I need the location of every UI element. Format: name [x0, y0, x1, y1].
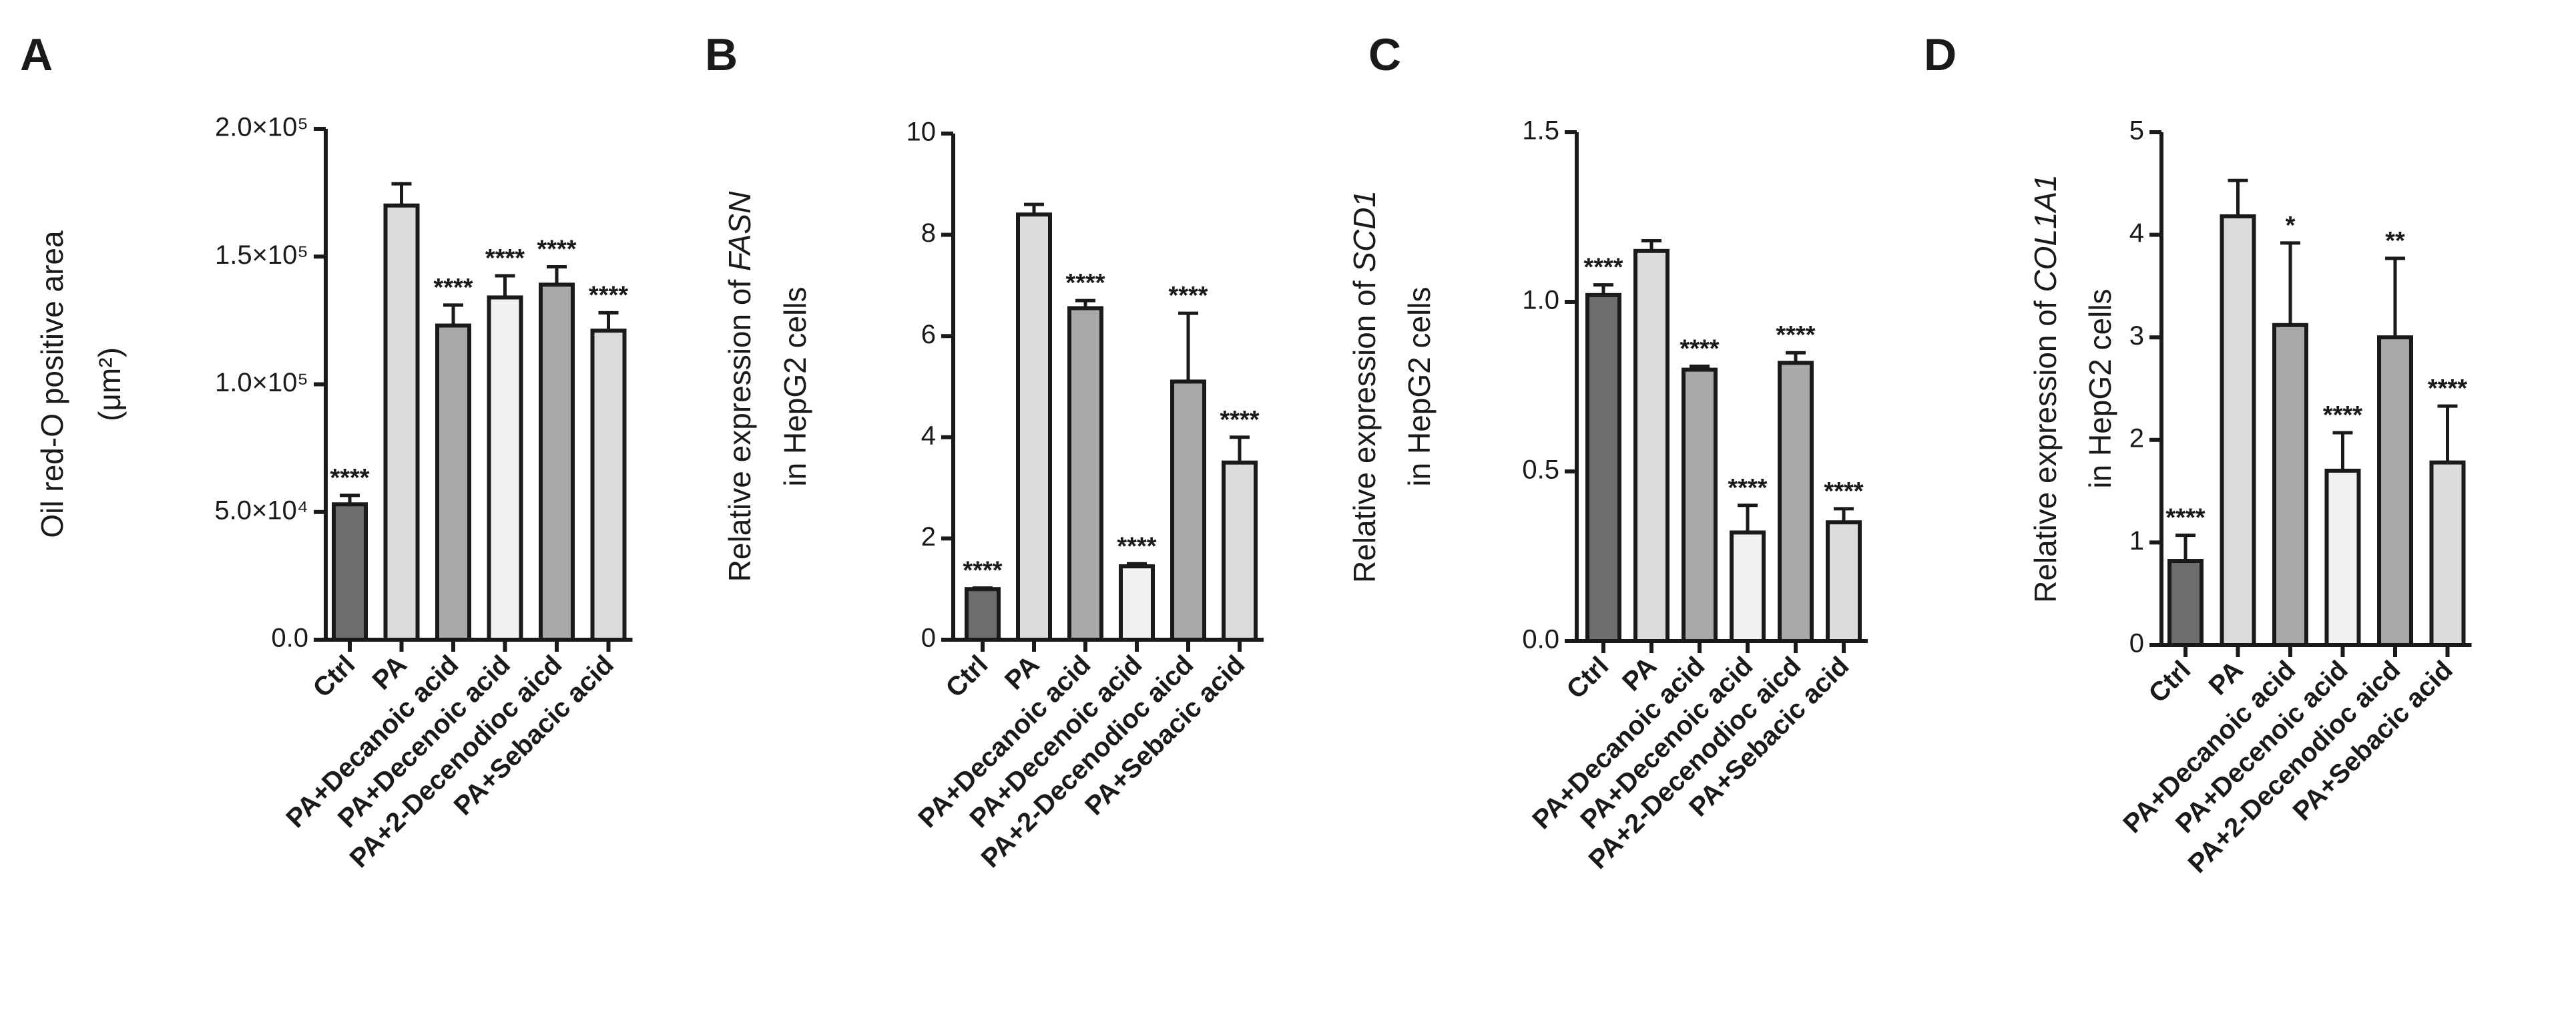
panel-b: B Relative expression of FASN in HepG2 cel…: [705, 29, 1264, 873]
bar: [1826, 520, 1862, 644]
significance-label: ****: [330, 464, 369, 492]
bar: [1682, 367, 1718, 643]
significance-label: ****: [1824, 477, 1863, 505]
y-tick-label: 0.0: [271, 624, 308, 653]
y-axis-title-line2: in HepG2 cells: [1402, 286, 1437, 486]
significance-label: ****: [485, 244, 525, 272]
y-tick-label: 6: [921, 320, 936, 349]
panel-letter: A: [20, 29, 53, 80]
bar: [1633, 248, 1669, 643]
bar: [1016, 212, 1052, 642]
significance-label: ****: [2323, 401, 2362, 429]
bar: [332, 502, 368, 642]
significance-label: ****: [2428, 375, 2467, 403]
x-tick-label: Ctrl: [2143, 655, 2197, 708]
y-tick-label: 1: [2129, 526, 2144, 556]
significance-label: ****: [1220, 406, 1259, 434]
panel-c: C Relative expression of SCD1 in HepG2 cel…: [1347, 29, 1868, 875]
bar: [1222, 460, 1258, 642]
y-tick-label: 1.0: [1522, 286, 1559, 315]
significance-label: **: [2385, 227, 2405, 255]
y-tick-label: 0: [2129, 629, 2144, 658]
bar: [435, 323, 471, 642]
y-tick-label: 3: [2129, 321, 2144, 351]
y-tick-label: 0: [921, 624, 936, 653]
bar: [2377, 335, 2413, 647]
y-tick-label: 2.0×10⁵: [215, 113, 308, 142]
bar: [2324, 468, 2361, 647]
panel-letter: C: [1368, 29, 1401, 80]
y-axis-title-line2: (μm²): [92, 347, 127, 421]
bar: [2429, 460, 2466, 647]
panel-letter: B: [705, 29, 738, 80]
significance-label: ****: [1168, 282, 1208, 310]
bar: [1730, 530, 1766, 643]
y-axis-title: Relative expression of FASN: [722, 191, 757, 582]
y-axis-title-line2: in HepG2 cells: [778, 286, 812, 486]
panel-a: A Oil red-O positive area (μm²) 0.0 5.0×10⁴ 1…: [20, 29, 633, 873]
bar: [2272, 323, 2308, 647]
significance-label: ****: [589, 281, 628, 309]
y-tick-label: 0.0: [1522, 625, 1559, 654]
y-axis-title: Relative expression of SCD1: [1347, 190, 1382, 583]
y-tick-label: 1.5: [1522, 116, 1559, 146]
bar: [2220, 214, 2256, 647]
significance-label: *: [2286, 212, 2296, 240]
y-tick-label: 8: [921, 218, 936, 248]
y-tick-label: 10: [907, 118, 937, 147]
significance-label: ****: [433, 274, 473, 302]
panel-letter: D: [1924, 29, 1957, 80]
bar: [1170, 379, 1206, 642]
significance-label: ****: [537, 236, 576, 264]
y-tick-label: 2: [2129, 423, 2144, 453]
bar: [487, 295, 523, 642]
significance-label: ****: [1117, 532, 1156, 560]
bar: [2167, 559, 2204, 647]
bar: [590, 329, 627, 642]
significance-label: ****: [963, 557, 1002, 585]
significance-label: ****: [1680, 335, 1719, 363]
bar: [1067, 306, 1103, 642]
significance-label: ****: [1776, 321, 1815, 349]
y-axis-title: Relative expression of COL1A1: [2028, 174, 2063, 603]
bar: [965, 587, 1001, 642]
significance-label: ****: [1065, 269, 1105, 297]
bar: [1778, 361, 1814, 643]
y-axis-title: Oil red-O positive area: [35, 230, 69, 538]
y-tick-label: 0.5: [1522, 455, 1559, 485]
y-tick-label: 4: [921, 421, 936, 450]
panel-d: D Relative expression of COL1A1 in HepG2 c…: [1924, 29, 2472, 879]
bar: [1585, 292, 1621, 643]
significance-label: ****: [1728, 474, 1767, 502]
y-axis-title-line2: in HepG2 cells: [2083, 288, 2117, 488]
y-tick-label: 5: [2129, 116, 2144, 146]
bar: [1119, 564, 1155, 642]
y-tick-label: 1.5×10⁵: [215, 240, 308, 270]
bar: [539, 282, 575, 642]
y-tick-label: 4: [2129, 218, 2144, 248]
significance-label: ****: [2165, 504, 2205, 532]
x-tick-label: Ctrl: [941, 650, 994, 703]
y-tick-label: 1.0×10⁵: [215, 368, 308, 397]
bar: [383, 203, 420, 642]
x-tick-label: Ctrl: [1561, 651, 1615, 704]
significance-label: ****: [1583, 254, 1623, 282]
y-tick-label: 5.0×10⁴: [214, 495, 308, 525]
x-tick-label: Ctrl: [308, 650, 361, 703]
y-tick-label: 2: [921, 522, 936, 552]
